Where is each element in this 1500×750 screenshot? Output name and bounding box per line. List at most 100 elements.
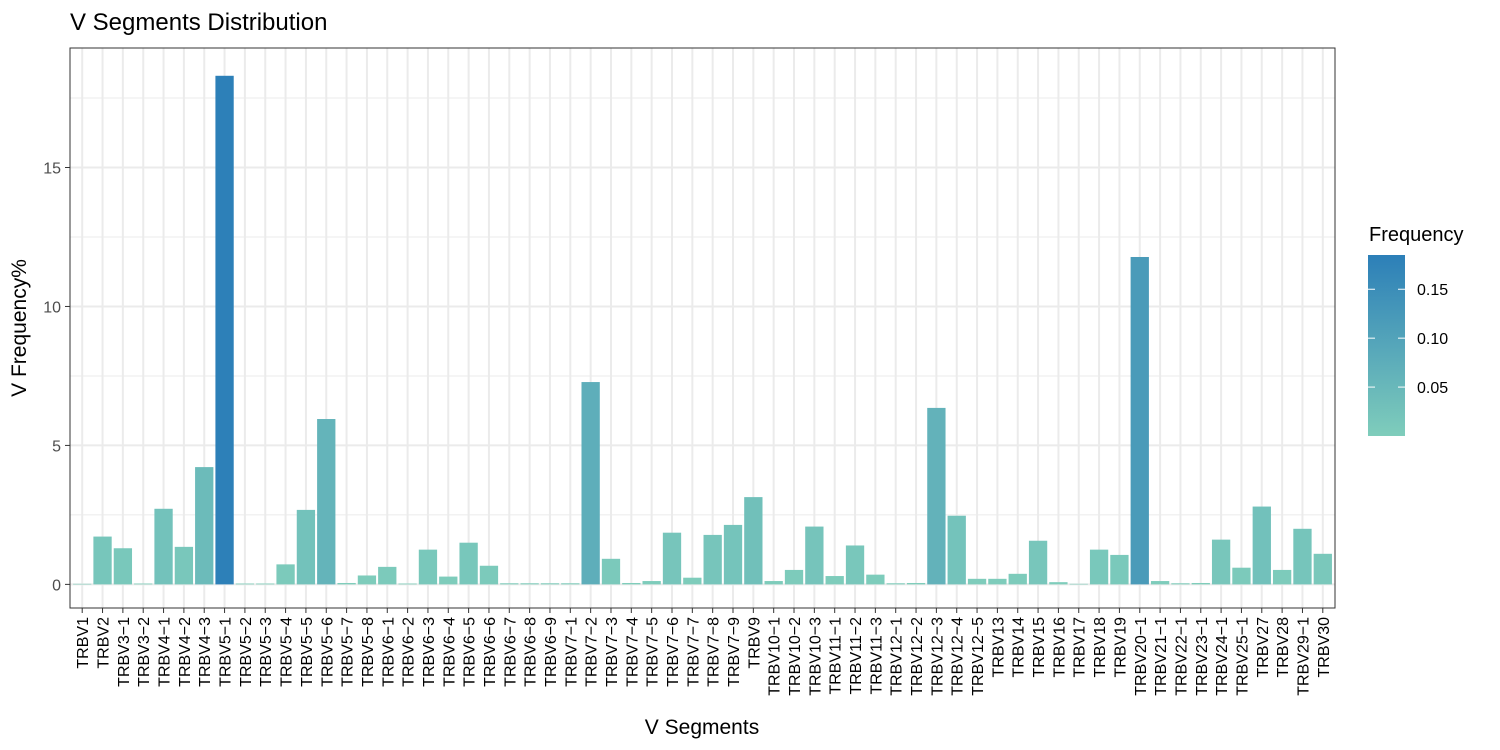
bar: [642, 581, 661, 585]
x-tick-label: TRBV16: [1051, 617, 1068, 678]
bar: [337, 582, 356, 585]
bar: [296, 509, 316, 585]
x-tick-label: TRBV7−7: [685, 617, 702, 687]
bar: [723, 524, 743, 585]
y-tick-label: 10: [43, 299, 61, 316]
x-tick-label: TRBV22−1: [1173, 617, 1190, 696]
x-tick-label: TRBV9: [746, 617, 763, 669]
x-tick-label: TRBV23−1: [1194, 617, 1211, 696]
bar: [683, 577, 702, 585]
legend-tick-label: 0.15: [1417, 282, 1448, 299]
bar: [866, 574, 885, 585]
x-tick-label: TRBV7−1: [563, 617, 580, 687]
x-tick-label: TRBV7−4: [624, 617, 641, 687]
x-tick-label: TRBV2: [96, 617, 113, 669]
x-tick-label: TRBV7−5: [645, 617, 662, 687]
y-axis-title: V Frequency%: [8, 259, 31, 397]
bar: [195, 467, 214, 585]
x-tick-label: TRBV12−1: [889, 617, 906, 696]
x-tick-label: TRBV5−6: [319, 617, 336, 687]
bar: [886, 583, 905, 585]
bar: [561, 583, 580, 585]
bar: [1313, 553, 1332, 585]
x-tick-label: TRBV5−2: [238, 617, 255, 687]
bar: [540, 583, 560, 585]
bar: [276, 564, 295, 585]
bar: [744, 497, 763, 585]
bar: [703, 534, 722, 585]
bar: [256, 583, 275, 585]
bar: [459, 542, 478, 585]
bar: [357, 575, 377, 585]
x-tick-label: TRBV19: [1112, 617, 1129, 678]
x-tick-label: TRBV3−1: [116, 617, 133, 687]
bar: [825, 576, 844, 585]
x-tick-label: TRBV10−1: [767, 617, 784, 696]
bar: [1089, 549, 1109, 585]
bar: [601, 558, 621, 585]
bar: [235, 583, 255, 585]
bar: [764, 581, 783, 585]
x-tick-label: TRBV12−4: [950, 617, 967, 696]
x-tick-label: TRBV21−1: [1153, 617, 1170, 696]
x-tick-label: TRBV6−2: [401, 617, 418, 687]
x-tick-label: TRBV5−4: [279, 617, 296, 687]
x-tick-label: TRBV7−8: [706, 617, 723, 687]
bar: [1171, 583, 1190, 585]
x-tick-label: TRBV13: [990, 617, 1007, 678]
x-tick-label: TRBV28: [1275, 617, 1292, 678]
x-tick-label: TRBV12−5: [970, 617, 987, 696]
x-tick-label: TRBV15: [1031, 617, 1048, 678]
x-tick-label: TRBV11−1: [828, 617, 845, 695]
legend-tick-label: 0.10: [1417, 331, 1448, 348]
bar: [317, 419, 336, 585]
bar: [1272, 569, 1292, 585]
x-tick-label: TRBV5−8: [360, 617, 377, 687]
x-tick-label: TRBV5−1: [218, 617, 235, 687]
x-tick-label: TRBV30: [1316, 617, 1333, 678]
bar: [215, 75, 234, 585]
bar: [947, 515, 966, 585]
bar: [439, 576, 458, 585]
bar: [418, 549, 438, 585]
x-tick-label: TRBV6−7: [502, 617, 519, 687]
bar: [906, 582, 926, 585]
legend: Frequency 0.15 0.10 0.05: [1368, 224, 1464, 436]
bar: [1211, 539, 1231, 585]
x-tick-label: TRBV5−3: [258, 617, 275, 687]
x-tick-label: TRBV5−7: [340, 617, 357, 687]
bar: [520, 583, 539, 585]
bar: [93, 536, 112, 585]
x-axis-title: V Segments: [645, 716, 759, 739]
x-tick-label: TRBV6−3: [421, 617, 438, 687]
bar: [1008, 573, 1027, 585]
bar: [1069, 583, 1088, 585]
bar: [662, 532, 682, 585]
x-tick-label: TRBV12−2: [909, 617, 926, 696]
bar: [845, 545, 865, 585]
bar: [622, 582, 641, 585]
x-tick-label: TRBV7−2: [584, 617, 601, 687]
x-tick-label: TRBV6−8: [523, 617, 540, 687]
x-tick-label: TRBV7−9: [726, 617, 743, 687]
x-axis: TRBV1 TRBV2 TRBV3−1 TRBV3−2 TRBV4−1 TRBV4−2 TR…: [75, 608, 1333, 696]
bar: [1293, 528, 1312, 585]
bar: [784, 569, 804, 585]
y-tick-label: 5: [52, 438, 61, 455]
x-tick-label: TRBV4−3: [197, 617, 214, 687]
x-tick-label: TRBV24−1: [1214, 617, 1231, 696]
x-tick-label: TRBV6−6: [482, 617, 499, 687]
bars: [73, 75, 1332, 585]
y-tick-label: 0: [52, 577, 61, 594]
x-tick-label: TRBV6−4: [441, 617, 458, 687]
bar: [1252, 506, 1271, 585]
chart-title: V Segments Distribution: [70, 9, 327, 36]
bar: [1191, 582, 1210, 585]
bar: [1232, 567, 1251, 585]
x-tick-label: TRBV27: [1255, 617, 1272, 678]
x-tick-label: TRBV4−1: [157, 617, 174, 687]
bar: [1110, 554, 1129, 585]
x-tick-label: TRBV11−3: [868, 617, 885, 695]
y-tick-label: 15: [43, 161, 61, 178]
bar: [1028, 540, 1048, 585]
